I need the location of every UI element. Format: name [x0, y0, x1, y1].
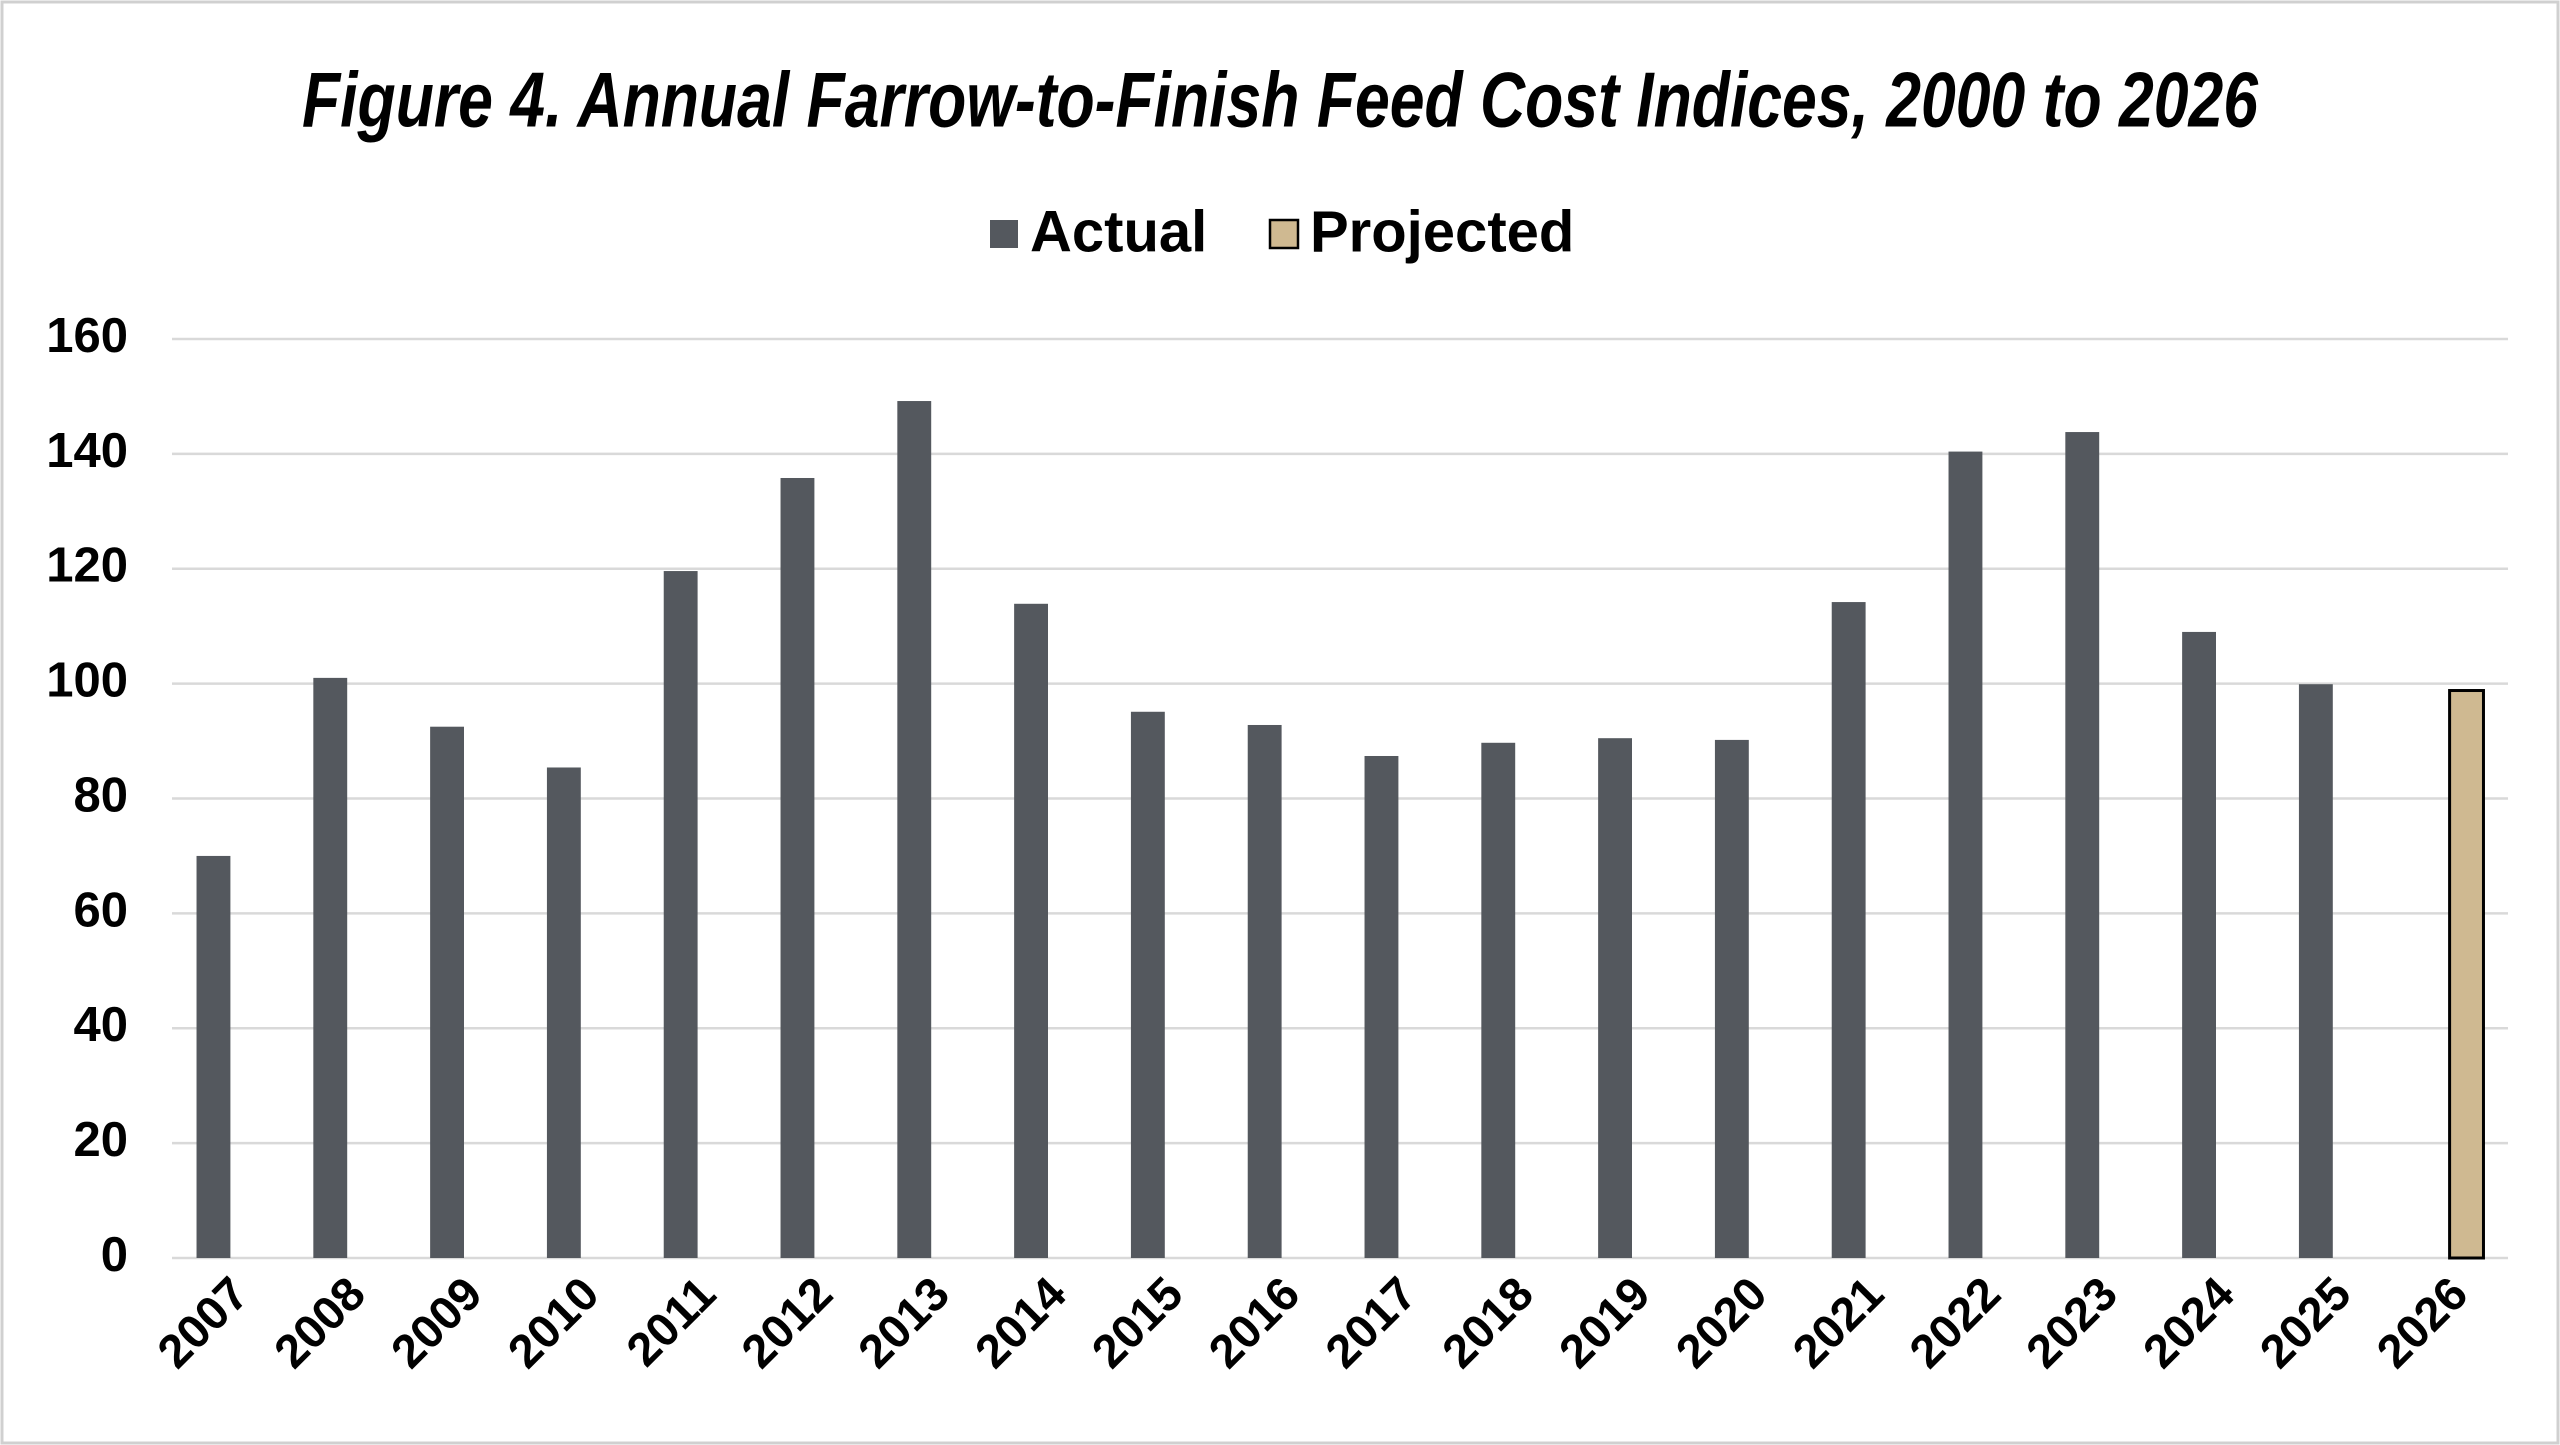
bar — [897, 401, 932, 1259]
y-tick-label: 80 — [73, 768, 128, 822]
y-tick-label: 40 — [73, 998, 128, 1052]
y-tick-label: 100 — [46, 654, 128, 708]
y-tick-label: 140 — [46, 424, 128, 478]
bar — [546, 767, 581, 1258]
bar — [1714, 739, 1749, 1258]
bar — [1130, 711, 1165, 1258]
bar — [780, 477, 815, 1258]
bar — [1481, 742, 1516, 1258]
bar — [196, 855, 231, 1258]
bar — [2298, 684, 2333, 1258]
y-tick-label: 160 — [46, 309, 128, 363]
bar — [1247, 724, 1282, 1258]
bar — [1948, 451, 1983, 1258]
bar — [663, 571, 698, 1258]
bar — [1831, 602, 1866, 1258]
y-tick-label: 0 — [101, 1228, 128, 1282]
bar — [1364, 755, 1399, 1258]
chart-title: Figure 4. Annual Farrow-to-Finish Feed C… — [302, 56, 2258, 144]
legend-swatch — [990, 220, 1018, 248]
y-tick-label: 120 — [46, 539, 128, 593]
y-tick-label: 20 — [73, 1113, 128, 1167]
legend-label: Actual — [1030, 199, 1207, 264]
bar — [1014, 603, 1048, 1258]
bar — [430, 726, 464, 1258]
y-tick-label: 60 — [73, 883, 128, 937]
bar — [2448, 689, 2485, 1260]
bar — [1598, 738, 1632, 1258]
bar — [2182, 631, 2216, 1258]
legend-label: Projected — [1310, 199, 1574, 264]
bar — [313, 677, 348, 1258]
legend-swatch — [1268, 218, 1300, 250]
bar — [2065, 432, 2100, 1259]
